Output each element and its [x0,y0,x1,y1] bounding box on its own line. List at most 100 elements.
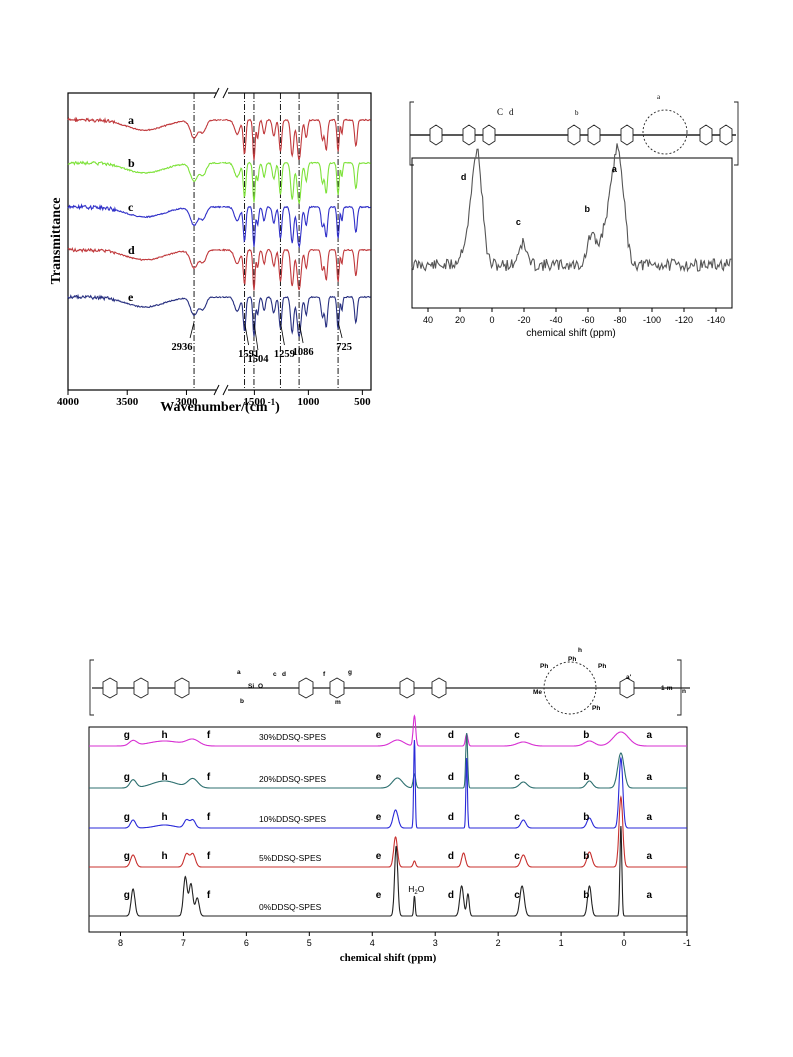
h-peak-label-c: c [514,851,520,862]
h-benzene-ring [619,677,635,699]
h-peak-label-d: d [448,730,454,741]
h-peak-label-g: g [124,772,130,783]
si-structure-bracket-right [734,101,739,166]
h-peak-label-b: b [583,851,589,862]
ftir-panel: a b c d e 4000 3500 3000 1500 1000 500 2936 159115… [49,87,372,415]
si-peak-label-c: c [516,217,521,227]
ftir-x-tick-label: 500 [354,396,371,408]
si-structure-label-d: d [509,107,514,117]
h-structure-label: c [273,671,277,678]
h-peak-label-c: c [514,772,520,783]
ftir-x-axis-label: Wavenumber/(cm-1) [160,397,280,415]
h-x-tick-label: -1 [683,938,691,948]
si-peak-label-d: d [461,172,467,182]
si-x-tick-label: -120 [675,315,693,325]
h-x-axis-label: chemical shift (ppm) [340,952,437,964]
h-peak-label-f: f [207,890,211,901]
si-benzene-ring [587,124,601,146]
h-x-tick-label: 5 [307,938,312,948]
h-x-tick-label: 7 [181,938,186,948]
h-structure-label: b [240,698,244,705]
si-benzene-ring [567,124,581,146]
ftir-series-label-b: b [128,156,135,170]
h-x-ticks: 8 7 6 5 4 3 2 1 0 -1 [118,932,691,948]
h-benzene-ring [174,677,190,699]
h-peak-label-d: d [448,851,454,862]
ftir-annotation-arrow [298,321,304,344]
ftir-series-label-e: e [128,290,134,304]
si-nmr-trace [411,143,732,273]
h-x-tick-label: 8 [118,938,123,948]
ftir-trace-e [67,293,371,338]
h-peak-label-e: e [376,851,382,862]
si-x-tick-label: -100 [643,315,661,325]
h-structure-label: h [578,647,582,654]
h-peak-label-a: a [646,812,652,823]
h-nmr-traces [89,714,687,917]
h-structure-label: a [237,669,241,676]
ftir-annotation-2936: 2936 [172,342,193,353]
h-water-label: H2O [408,884,424,896]
h-peak-label-d: d [448,890,454,901]
h-peak-label-a: a [646,890,652,901]
ftir-x-ticks: 4000 3500 3000 1500 1000 500 [57,390,371,408]
h-peak-label-e: e [376,812,382,823]
h-peak-label-c: c [514,890,520,901]
h-peak-label-b: b [583,730,589,741]
h-peak-label-h: h [161,851,167,862]
ftir-series-label-c: c [128,200,134,214]
h-series-name: 5%DDSQ-SPES [259,853,322,863]
h-trace-4 [89,825,687,917]
si-x-tick-label: -20 [517,315,530,325]
h-peak-label-c: c [514,812,520,823]
h-peak-label-c: c [514,730,520,741]
h-peak-label-g: g [124,890,130,901]
ftir-axis-break-gap-top [216,88,228,98]
ftir-traces: a b c d e [67,113,371,338]
h-peak-label-e: e [376,890,382,901]
si-benzene-ring [719,124,733,146]
si-x-tick-label: -40 [549,315,562,325]
h-trace-2 [89,739,687,829]
h-peak-label-b: b [583,812,589,823]
h-structure-label: Ph [592,705,600,712]
h-structure-label: Ph [598,663,606,670]
h-peak-label-f: f [207,772,211,783]
h-peak-label-f: f [207,812,211,823]
si-benzene-ring [462,124,476,146]
h-structure-label: Ph [540,663,548,670]
h-peak-label-f: f [207,851,211,862]
h-trace-1 [89,732,687,789]
h-series-name: 10%DDSQ-SPES [259,814,326,824]
h-peak-label-g: g [124,730,130,741]
si-x-axis-label: chemical shift (ppm) [526,328,615,339]
si-structure-label-a: a [657,93,661,101]
h-peak-label-f: f [207,730,211,741]
h-x-tick-label: 1 [559,938,564,948]
h-structure-label: 1-m [661,685,673,692]
si-benzene-ring [620,124,634,146]
si-structure-bracket-left [409,101,414,166]
h-peak-label-a: a [646,772,652,783]
ftir-annotation-1086: 1086 [293,347,314,358]
si-peak-label-b: b [584,204,590,214]
h-peak-label-g: g [124,851,130,862]
h-structure-diagram [89,659,690,716]
h-structure-label: a' [626,674,632,681]
h-structure-label: d [282,671,286,678]
si-peak-labels: d c b a [461,164,618,227]
si-plot-frame [411,157,733,309]
ftir-plot-frame [67,92,372,391]
si-x-tick-label: 0 [489,315,494,325]
si-benzene-ring [482,124,496,146]
ftir-x-tick-label: 3500 [116,396,139,408]
h-structure-label: f [323,671,326,678]
h-x-tick-label: 6 [244,938,249,948]
h-peak-label-b: b [583,772,589,783]
ftir-axis-break-marks [213,87,229,396]
ftir-annotation-arrow [280,321,285,346]
h-structure-label: Ph [568,656,576,663]
h-x-tick-label: 3 [433,938,438,948]
h-plot-frame [88,726,688,933]
h-peak-label-g: g [124,812,130,823]
